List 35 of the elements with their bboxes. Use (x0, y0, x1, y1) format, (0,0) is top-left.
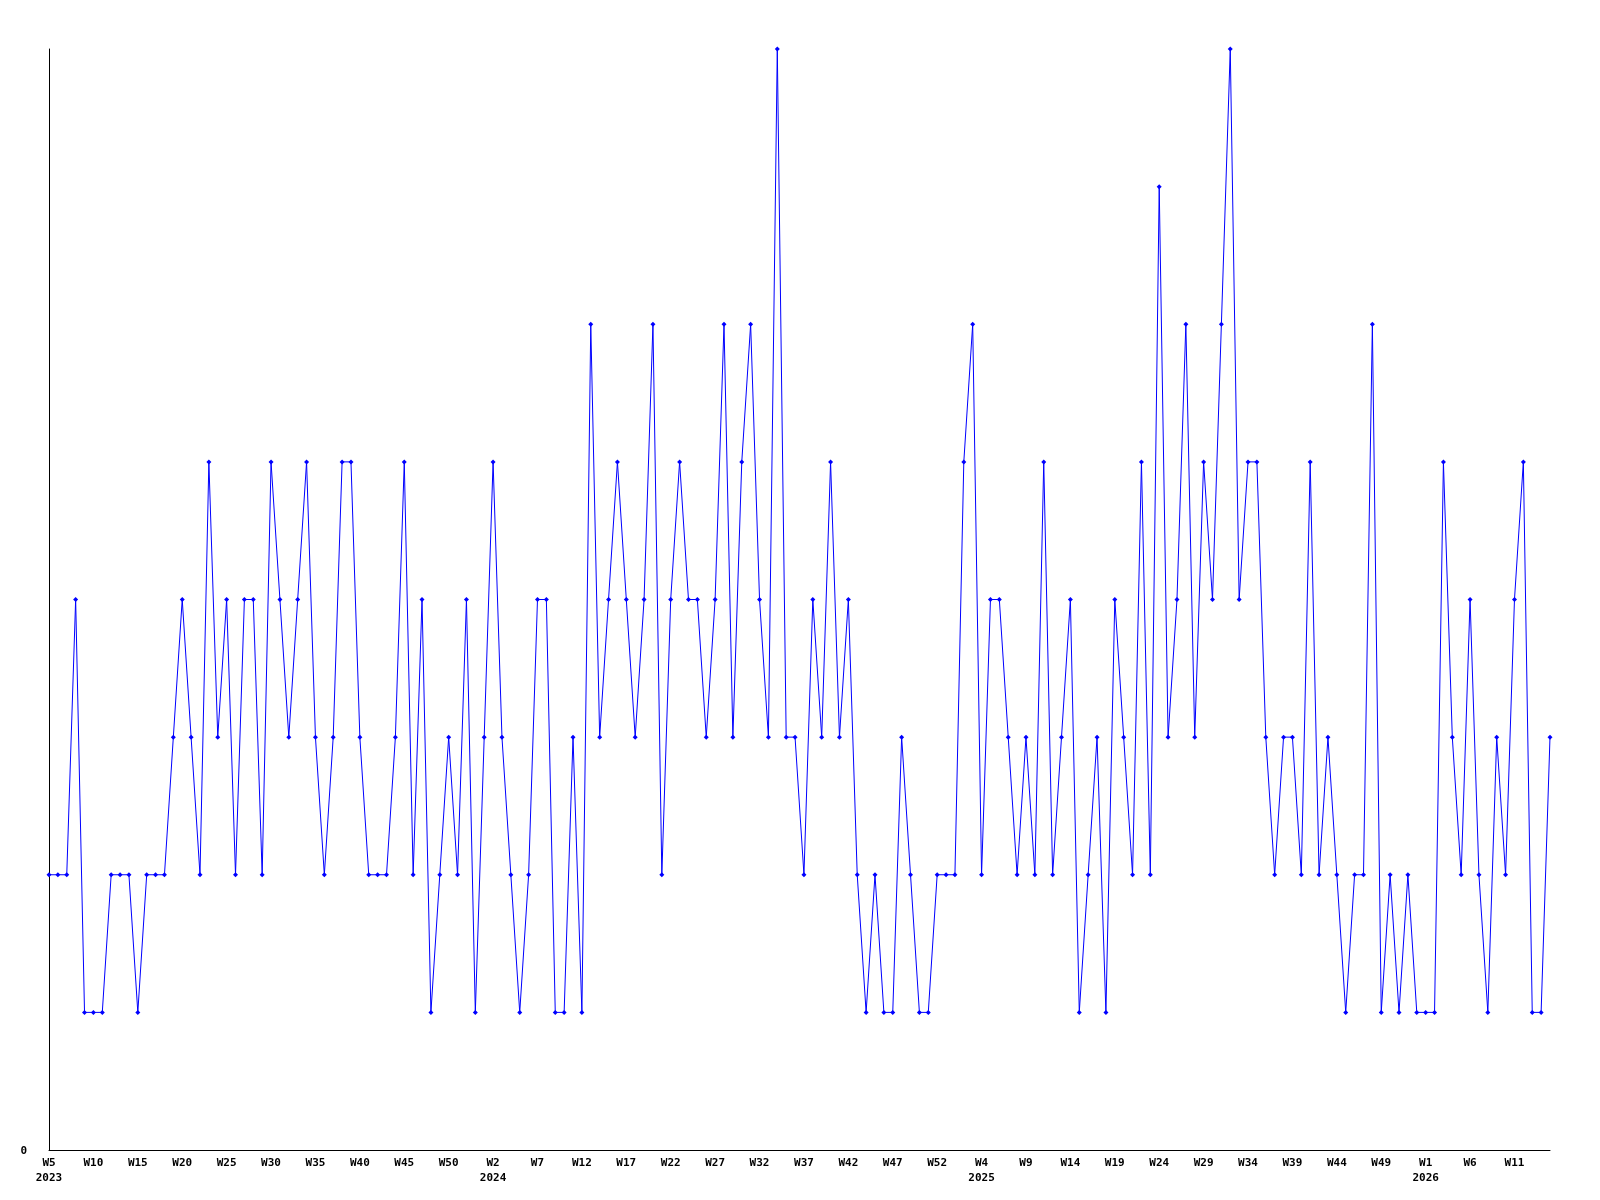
x-tick-label: W10 (83, 1156, 104, 1169)
x-tick-label: W12 (571, 1156, 592, 1169)
x-tick-label: W22 (660, 1156, 681, 1169)
x-tick-label: W27 (705, 1156, 726, 1169)
x-tick-label: W24 (1149, 1156, 1170, 1169)
x-tick-label: W45 (394, 1156, 415, 1169)
x-tick-label: W17 (616, 1156, 637, 1169)
x-tick-label: W2 2024 (479, 1156, 507, 1184)
x-tick-label: W9 (1019, 1156, 1033, 1169)
x-tick-label: W42 (838, 1156, 859, 1169)
x-tick-label: W35 (305, 1156, 326, 1169)
x-tick-label: W4 2025 (968, 1156, 995, 1184)
x-tick-label: W47 (882, 1156, 903, 1169)
x-tick-label: W39 (1282, 1156, 1303, 1169)
x-tick-label: W29 (1193, 1156, 1214, 1169)
text: 0 (20, 1143, 27, 1157)
x-tick-label: W44 (1326, 1156, 1348, 1169)
x-tick-label: W11 (1504, 1156, 1525, 1169)
x-tick-label: W1 2026 (1412, 1156, 1440, 1184)
x-tick-label: W30 (261, 1156, 281, 1169)
x-tick-label: W40 (349, 1156, 370, 1169)
x-tick-label: W32 (749, 1156, 770, 1169)
x-tick-label: W50 (438, 1156, 459, 1169)
x-tick-label: W20 (172, 1156, 193, 1169)
x-tick-label: W15 (127, 1156, 148, 1169)
x-tick-label: W6 (1463, 1156, 1478, 1169)
x-tick-label: W52 (927, 1156, 948, 1169)
x-tick-label: W7 (530, 1156, 545, 1169)
x-tick-label: W19 (1104, 1156, 1125, 1169)
x-tick-label: W34 (1238, 1156, 1259, 1169)
x-tick-label: W25 (216, 1156, 237, 1169)
x-tick-label: W49 (1371, 1156, 1392, 1169)
x-tick-label: W14 (1060, 1156, 1081, 1169)
x-tick-label: W37 (794, 1156, 814, 1169)
x-tick-label: W5 2023 (35, 1156, 63, 1184)
